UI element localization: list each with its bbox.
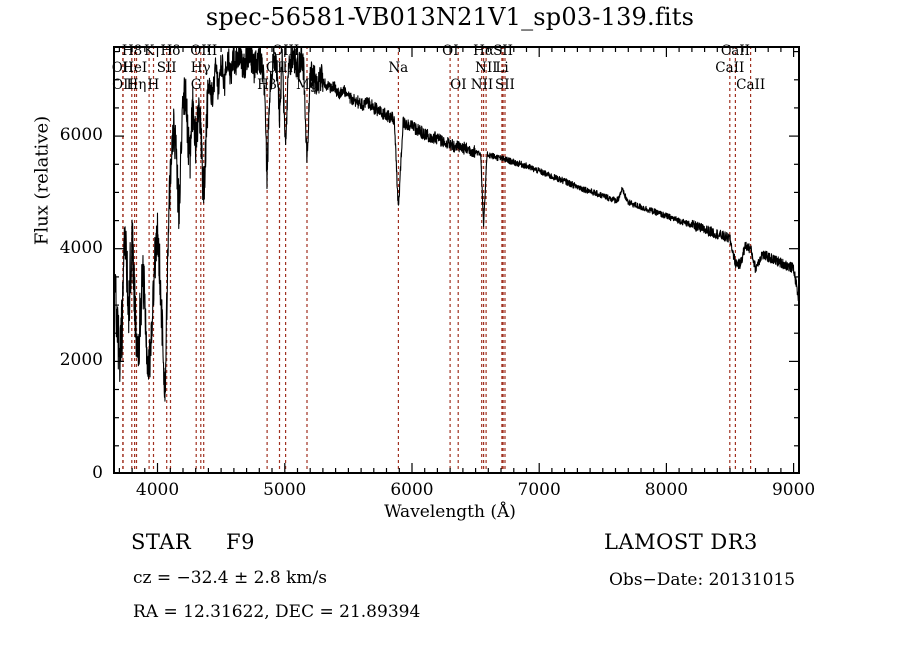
survey-name: LAMOST DR3 <box>604 530 758 554</box>
observation-date: Obs−Date: 20131015 <box>609 570 796 590</box>
line-label-h8: H8 <box>121 43 143 59</box>
line-label-nii: NII <box>470 77 494 93</box>
spectral-line-markers <box>122 46 752 474</box>
coordinates: RA = 12.31622, DEC = 21.89394 <box>133 602 421 622</box>
line-label-oiii: OIII <box>272 43 300 59</box>
line-label-oi: OI <box>450 77 467 93</box>
line-label-na: Na <box>388 60 409 76</box>
y-tick-label: 6000 <box>59 125 103 146</box>
y-axis-label: Flux (relative) <box>31 115 53 246</box>
x-tick-label: 5000 <box>263 480 307 500</box>
line-label-oii: OII <box>111 60 134 76</box>
line-label-mg: Mg <box>296 77 319 93</box>
line-label-caii: CaII <box>720 43 750 59</box>
line-label-sii: SII <box>156 60 177 76</box>
spectral-line-labels: OII OII H8 HeI Hη K H SII Hδ G Hγ OIII Hβ OIII OIII Mg N… <box>111 43 800 102</box>
page-title: spec-56581-VB013N21V1_sp03-139.fits <box>205 3 695 31</box>
x-tick-label: 7000 <box>517 480 561 500</box>
object-type: STAR <box>131 530 192 554</box>
line-label-caii: CaII <box>736 77 766 93</box>
x-tick-label: 4000 <box>135 480 180 500</box>
line-label-g: G <box>190 77 202 93</box>
line-label-h: Hγ <box>190 60 211 76</box>
line-label-caii: CaII <box>715 60 745 76</box>
line-label-oiii: OIII <box>266 60 294 76</box>
x-axis-label: Wavelength (Å) <box>384 502 516 522</box>
y-tick-label: 2000 <box>59 350 103 371</box>
plot-area <box>113 46 800 474</box>
line-label-li: Li <box>495 60 509 76</box>
spectrum-curve <box>113 46 800 473</box>
line-label-h: Hη <box>126 77 147 93</box>
footer-annotations: STAR F9 cz = −32.4 ± 2.8 km/s RA = 12.31… <box>0 530 900 640</box>
line-label-h: Hδ <box>160 43 181 59</box>
plot-frame <box>113 46 800 474</box>
line-label-oii: OII <box>112 77 134 93</box>
line-label-h: Hα <box>473 43 494 59</box>
line-label-oiii: OIII <box>190 43 218 59</box>
line-label-nii: NII <box>475 60 498 76</box>
line-label-sii: SII <box>493 43 513 59</box>
spectral-class: F9 <box>226 530 255 554</box>
x-tick-label: 9000 <box>771 480 816 500</box>
line-label-oi: OI <box>442 43 459 59</box>
y-tick-label: 4000 <box>59 237 103 258</box>
radial-velocity: cz = −32.4 ± 2.8 km/s <box>133 568 327 588</box>
x-tick-label: 8000 <box>644 480 689 500</box>
line-label-hei: HeI <box>122 60 148 76</box>
y-tick-label: 0 <box>92 463 103 483</box>
line-label-h: Hβ <box>257 77 277 93</box>
line-label-h: H <box>147 77 160 93</box>
x-tick-label: 6000 <box>390 480 434 500</box>
line-label-sii: SII <box>494 77 515 93</box>
line-label-k: K <box>144 43 155 59</box>
